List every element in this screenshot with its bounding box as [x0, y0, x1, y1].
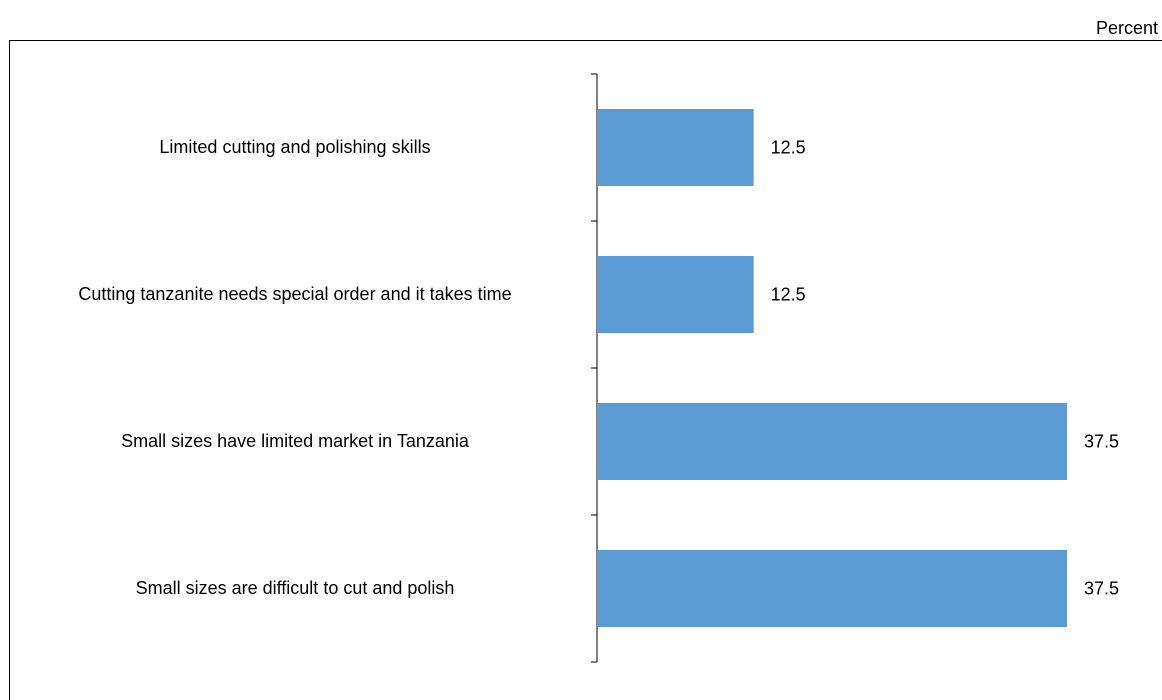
unit-label: Percent [1095, 18, 1158, 38]
bar [597, 403, 1067, 480]
bar-value-label: 12.5 [771, 138, 806, 158]
bar [597, 109, 754, 186]
category-label: Small sizes are difficult to cut and pol… [135, 578, 455, 598]
category-label: Limited cutting and polishing skills [159, 137, 431, 157]
bar-value-label: 37.5 [1084, 579, 1119, 599]
bar [597, 550, 1067, 627]
bar-value-label: 37.5 [1084, 432, 1119, 452]
bar-value-label: 12.5 [771, 285, 806, 305]
bar [597, 256, 754, 333]
chart-frame [9, 40, 1162, 700]
category-label: Small sizes have limited market in Tanza… [121, 431, 469, 451]
category-label: Cutting tanzanite needs special order an… [78, 284, 512, 304]
